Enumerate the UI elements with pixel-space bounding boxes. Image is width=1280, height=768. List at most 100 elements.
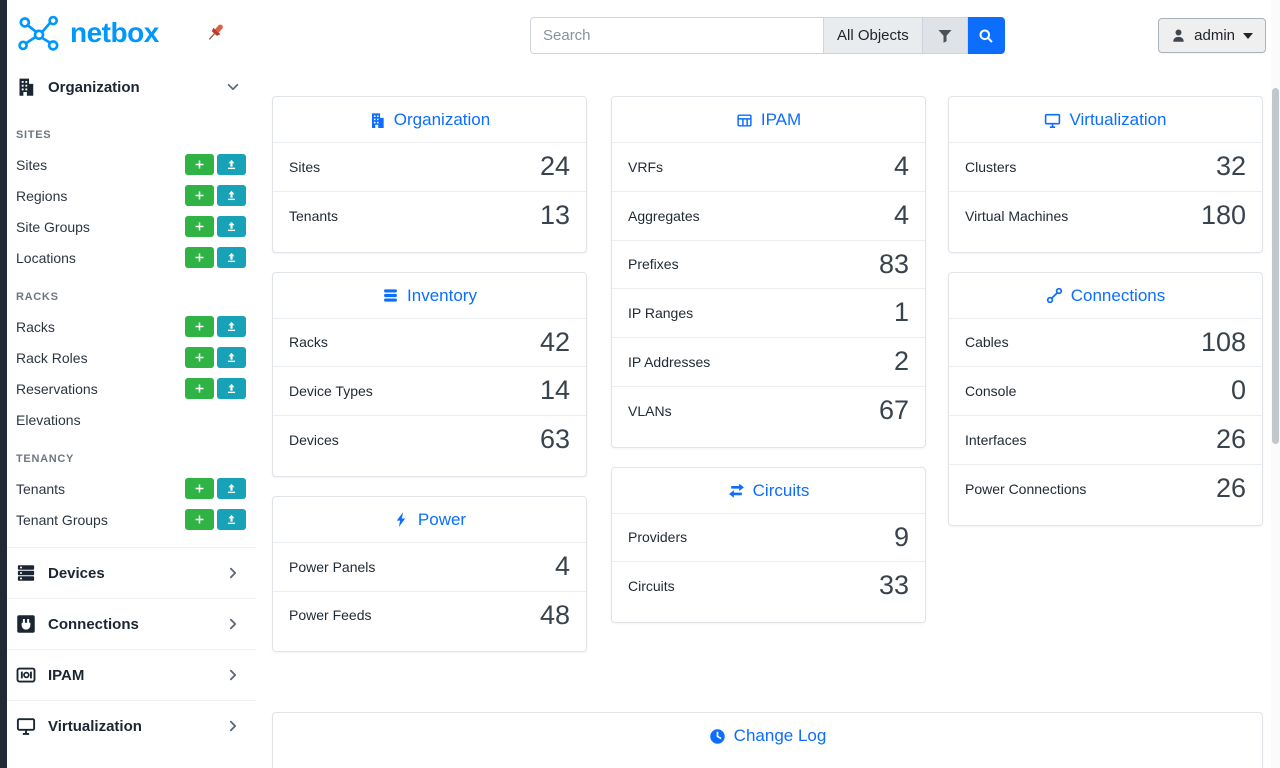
stat-value[interactable]: 1	[893, 297, 909, 328]
stat-row-ip-ranges[interactable]: IP Ranges 1	[612, 288, 925, 337]
sidebar-link[interactable]: Elevations	[16, 411, 81, 428]
stat-row-interfaces[interactable]: Interfaces 26	[949, 415, 1262, 464]
stat-row-circuits[interactable]: Circuits 33	[612, 561, 925, 610]
stat-row-aggregates[interactable]: Aggregates 4	[612, 190, 925, 240]
netbox-logo[interactable]: netbox	[16, 13, 159, 53]
cards-column-1: Organization Sites 24 Tenants 13 Invento…	[272, 96, 587, 653]
sidebar-link[interactable]: Locations	[16, 249, 76, 266]
scrollbar[interactable]	[1271, 0, 1280, 768]
import-button[interactable]	[217, 347, 246, 368]
add-button[interactable]	[185, 347, 214, 368]
sidebar-item-devices[interactable]: Devices	[0, 547, 256, 598]
server-stack-icon	[16, 563, 36, 583]
add-button[interactable]	[185, 185, 214, 206]
sidebar-item-virtualization[interactable]: Virtualization	[0, 700, 256, 751]
stat-value[interactable]: 4	[893, 199, 909, 230]
stat-value[interactable]: 32	[1215, 151, 1246, 181]
import-button[interactable]	[217, 509, 246, 530]
sidebar-item-organization[interactable]: Organization	[0, 63, 256, 111]
user-menu-button[interactable]: admin	[1158, 18, 1266, 53]
stat-row-virtual-machines[interactable]: Virtual Machines 180	[949, 190, 1262, 240]
add-button[interactable]	[185, 154, 214, 175]
sidebar-item-site-groups[interactable]: Site Groups	[0, 211, 256, 242]
stat-value[interactable]: 33	[878, 570, 909, 601]
stat-label: Power Connections	[965, 480, 1087, 497]
sidebar-item-elevations[interactable]: Elevations	[0, 404, 256, 435]
stat-row-console[interactable]: Console 0	[949, 366, 1262, 415]
import-button[interactable]	[217, 216, 246, 237]
sidebar-item-racks[interactable]: Racks	[0, 311, 256, 342]
stat-value[interactable]: 14	[539, 375, 570, 406]
import-button[interactable]	[217, 378, 246, 399]
sidebar-item-ipam[interactable]: IPAM	[0, 649, 256, 700]
import-button[interactable]	[217, 154, 246, 175]
stat-row-tenants[interactable]: Tenants 13	[273, 190, 586, 240]
search-button[interactable]	[967, 17, 1005, 54]
stat-row-cables[interactable]: Cables 108	[949, 317, 1262, 367]
stat-row-ip-addresses[interactable]: IP Addresses 2	[612, 337, 925, 386]
stat-row-power-panels[interactable]: Power Panels 4	[273, 541, 586, 591]
add-button[interactable]	[185, 478, 214, 499]
stat-value[interactable]: 48	[539, 599, 570, 630]
sidebar-link[interactable]: Site Groups	[16, 218, 90, 235]
stat-row-prefixes[interactable]: Prefixes 83	[612, 239, 925, 289]
stat-row-vlans[interactable]: VLANs 67	[612, 385, 925, 435]
stat-value[interactable]: 42	[539, 326, 570, 357]
stat-row-vrfs[interactable]: VRFs 4	[612, 142, 925, 191]
sidebar-link[interactable]: Sites	[16, 156, 48, 173]
import-button[interactable]	[217, 478, 246, 499]
sidebar-item-tenants[interactable]: Tenants	[0, 473, 256, 504]
add-button[interactable]	[185, 509, 214, 530]
import-button[interactable]	[217, 247, 246, 268]
scrollbar-thumb[interactable]	[1272, 88, 1279, 444]
add-button[interactable]	[185, 216, 214, 237]
stat-row-racks[interactable]: Racks 42	[273, 317, 586, 367]
stat-value[interactable]: 108	[1200, 326, 1246, 357]
sidebar-item-reservations[interactable]: Reservations	[0, 373, 256, 404]
stat-row-power-connections[interactable]: Power Connections 26	[949, 463, 1262, 513]
stat-value[interactable]: 0	[1230, 375, 1246, 406]
pin-icon[interactable]	[204, 22, 226, 44]
stat-value[interactable]: 24	[539, 151, 570, 181]
stat-row-devices[interactable]: Devices 63	[273, 415, 586, 464]
stat-label: Cables	[965, 334, 1009, 351]
stat-value[interactable]: 2	[893, 346, 909, 376]
filter-button[interactable]	[922, 17, 968, 54]
search-input[interactable]	[530, 17, 823, 54]
sidebar-item-regions[interactable]: Regions	[0, 180, 256, 211]
stat-value[interactable]: 4	[554, 550, 570, 581]
stat-row-providers[interactable]: Providers 9	[612, 512, 925, 562]
sidebar-item-rack-roles[interactable]: Rack Roles	[0, 342, 256, 373]
stat-row-clusters[interactable]: Clusters 32	[949, 142, 1262, 191]
card-title-text: Circuits	[752, 480, 810, 500]
stat-row-sites[interactable]: Sites 24	[273, 142, 586, 191]
import-button[interactable]	[217, 185, 246, 206]
sidebar-link[interactable]: Tenant Groups	[16, 511, 108, 528]
stat-value[interactable]: 26	[1215, 472, 1246, 503]
stat-row-power-feeds[interactable]: Power Feeds 48	[273, 590, 586, 640]
object-type-select[interactable]: All Objects	[823, 17, 923, 54]
sidebar-link[interactable]: Regions	[16, 187, 68, 204]
sidebar-link[interactable]: Reservations	[16, 380, 98, 397]
sidebar-item-connections[interactable]: Connections	[0, 598, 256, 649]
stat-value[interactable]: 83	[878, 248, 909, 279]
stat-value[interactable]: 4	[893, 151, 909, 181]
sidebar-link[interactable]: Rack Roles	[16, 349, 88, 366]
stat-value[interactable]: 13	[539, 199, 570, 230]
sidebar-link[interactable]: Racks	[16, 318, 55, 335]
sidebar-item-locations[interactable]: Locations	[0, 242, 256, 273]
stat-value[interactable]: 26	[1215, 424, 1246, 454]
stat-value[interactable]: 67	[878, 394, 909, 425]
sidebar-item-tenant-groups[interactable]: Tenant Groups	[0, 504, 256, 535]
stat-value[interactable]: 9	[893, 521, 909, 552]
stat-value[interactable]: 63	[539, 424, 570, 454]
add-button[interactable]	[185, 378, 214, 399]
stat-row-device-types[interactable]: Device Types 14	[273, 366, 586, 415]
add-button[interactable]	[185, 247, 214, 268]
add-button[interactable]	[185, 316, 214, 337]
sidebar-item-sites[interactable]: Sites	[0, 149, 256, 180]
sidebar-link[interactable]: Tenants	[16, 480, 66, 497]
import-button[interactable]	[217, 316, 246, 337]
stat-label: Power Feeds	[289, 607, 372, 624]
stat-value[interactable]: 180	[1200, 199, 1246, 230]
